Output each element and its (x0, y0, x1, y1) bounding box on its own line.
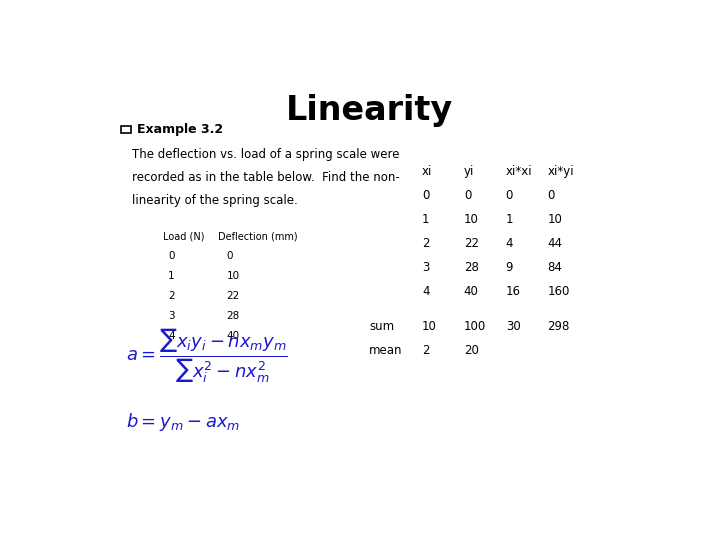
Text: The deflection vs. load of a spring scale were: The deflection vs. load of a spring scal… (132, 148, 400, 161)
Text: 30: 30 (505, 320, 521, 333)
Text: 0: 0 (464, 188, 471, 202)
Text: 1: 1 (422, 213, 430, 226)
Text: 160: 160 (547, 285, 570, 298)
FancyBboxPatch shape (121, 125, 131, 133)
Text: 4: 4 (168, 331, 175, 341)
Text: 1: 1 (505, 213, 513, 226)
Text: 100: 100 (464, 320, 486, 333)
Text: xi*yi: xi*yi (547, 165, 574, 178)
Text: Deflection (mm): Deflection (mm) (218, 231, 298, 241)
Text: linearity of the spring scale.: linearity of the spring scale. (132, 194, 297, 207)
Text: 9: 9 (505, 261, 513, 274)
Text: 3: 3 (422, 261, 429, 274)
Text: Linearity: Linearity (285, 94, 453, 127)
Text: 22: 22 (464, 237, 479, 250)
Text: 10: 10 (464, 213, 479, 226)
Text: 0: 0 (422, 188, 429, 202)
Text: recorded as in the table below.  Find the non-: recorded as in the table below. Find the… (132, 171, 400, 184)
Text: xi: xi (422, 165, 433, 178)
Text: 0: 0 (505, 188, 513, 202)
Text: 298: 298 (547, 320, 570, 333)
Text: $a = \dfrac{\sum x_i y_i - nx_m y_m}{\sum x_i^2 - nx_m^2}$: $a = \dfrac{\sum x_i y_i - nx_m y_m}{\su… (126, 327, 288, 384)
Text: 0: 0 (547, 188, 555, 202)
Text: 10: 10 (227, 271, 240, 281)
Text: 4: 4 (505, 237, 513, 250)
Text: mean: mean (369, 344, 402, 357)
Text: 1: 1 (168, 271, 175, 281)
Text: 44: 44 (547, 237, 562, 250)
Text: yi: yi (464, 165, 474, 178)
Text: 0: 0 (227, 251, 233, 261)
Text: 40: 40 (227, 331, 240, 341)
Text: 84: 84 (547, 261, 562, 274)
Text: 16: 16 (505, 285, 521, 298)
Text: Load (N): Load (N) (163, 231, 204, 241)
Text: sum: sum (369, 320, 394, 333)
Text: 0: 0 (168, 251, 175, 261)
Text: 40: 40 (464, 285, 479, 298)
Text: 4: 4 (422, 285, 430, 298)
Text: 2: 2 (168, 291, 175, 301)
Text: $b = y_m - ax_m$: $b = y_m - ax_m$ (126, 411, 240, 434)
Text: 10: 10 (547, 213, 562, 226)
Text: 2: 2 (422, 344, 430, 357)
Text: 2: 2 (422, 237, 430, 250)
Text: 28: 28 (464, 261, 479, 274)
Text: xi*xi: xi*xi (505, 165, 532, 178)
Text: 22: 22 (227, 291, 240, 301)
Text: 10: 10 (422, 320, 437, 333)
Text: Example 3.2: Example 3.2 (138, 123, 223, 136)
Text: 28: 28 (227, 311, 240, 321)
Text: 3: 3 (168, 311, 175, 321)
Text: 20: 20 (464, 344, 479, 357)
